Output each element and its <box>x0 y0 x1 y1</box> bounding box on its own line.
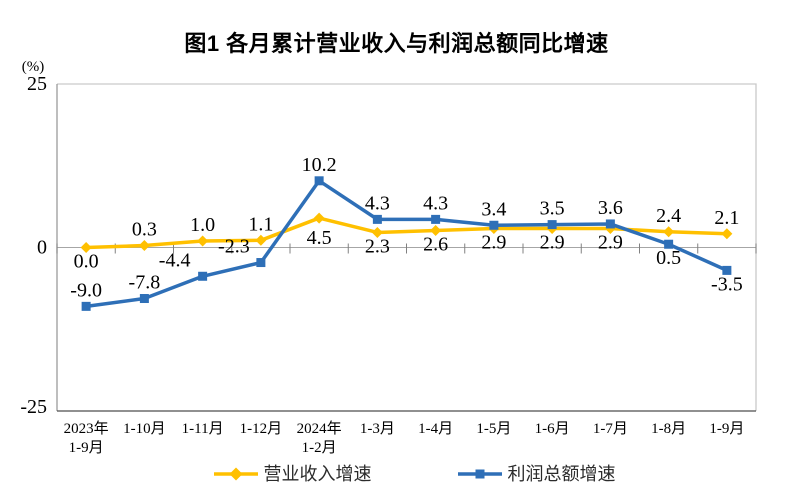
revenue-marker <box>138 240 150 252</box>
plot-border-top-right <box>57 83 757 411</box>
profit-marker <box>139 294 149 304</box>
data-label: 2.9 <box>598 232 623 254</box>
x-category-label: 1-4月 <box>418 421 453 437</box>
x-category-label: 1-2月 <box>302 440 337 456</box>
y-tick-label: 25 <box>27 73 47 95</box>
profit-marker <box>198 271 208 281</box>
data-label: 10.2 <box>302 154 337 176</box>
x-category-label: 1-7月 <box>593 421 628 437</box>
data-label: 2.9 <box>540 232 565 254</box>
data-label: 3.6 <box>598 197 623 219</box>
data-label: 2.4 <box>656 205 681 227</box>
profit-marker <box>489 220 499 230</box>
y-axis-unit-label: (%) <box>21 59 45 75</box>
x-category-label: 1-6月 <box>535 421 570 437</box>
data-label: 2.6 <box>423 233 448 255</box>
revenue-legend-marker-icon <box>213 467 258 481</box>
y-tick-label: 0 <box>37 237 47 259</box>
profit-marker <box>722 265 732 275</box>
data-label: 0.3 <box>132 219 157 241</box>
revenue-marker <box>371 226 383 238</box>
data-label: 2.3 <box>365 235 390 257</box>
data-label: -7.8 <box>129 272 161 294</box>
revenue-marker <box>721 228 733 240</box>
data-label: -2.3 <box>218 236 250 258</box>
revenue-marker <box>663 226 675 238</box>
x-category-label: 1-8月 <box>651 421 686 437</box>
data-label: 1.1 <box>248 213 273 235</box>
data-label: 4.3 <box>423 192 448 214</box>
data-label: 4.5 <box>307 227 332 249</box>
legend-item-revenue: 营业收入增速 <box>213 465 372 483</box>
legend-item-profit: 利润总额增速 <box>457 465 616 483</box>
profit-marker <box>256 258 266 268</box>
x-category-label: 2023年 <box>64 420 109 437</box>
data-label: 3.5 <box>540 198 565 220</box>
x-category-label: 1-9月 <box>69 440 104 456</box>
data-label: 0.0 <box>74 251 99 273</box>
data-label: 1.0 <box>190 214 215 236</box>
data-label: 2.9 <box>481 232 506 254</box>
revenue-legend-label: 营业收入增速 <box>263 464 372 484</box>
x-category-label: 1-12月 <box>240 421 283 437</box>
x-category-label: 1-11月 <box>182 421 224 437</box>
profit-line <box>84 179 729 309</box>
x-category-label: 1-9月 <box>709 421 744 437</box>
revenue-marker <box>313 212 325 224</box>
revenue-marker <box>80 242 92 253</box>
profit-marker <box>605 219 615 229</box>
data-label: -9.0 <box>70 279 102 301</box>
profit-marker <box>372 214 382 224</box>
profit-marker <box>664 239 674 249</box>
data-label: -4.4 <box>159 249 191 271</box>
y-tick-label: -25 <box>20 396 47 418</box>
data-label: 4.3 <box>365 192 390 214</box>
legend: 营业收入增速 利润总额增速 <box>35 465 793 483</box>
data-label: 2.1 <box>714 207 739 229</box>
revenue-marker <box>255 234 267 246</box>
data-label: 0.5 <box>656 247 681 269</box>
chart-title: 图1 各月累计营业收入与利润总额同比增速 <box>184 31 609 56</box>
data-label: 3.4 <box>481 198 506 220</box>
x-category-label: 1-3月 <box>360 421 395 437</box>
revenue-marker <box>430 224 442 236</box>
x-category-label: 1-5月 <box>476 421 511 437</box>
profit-marker <box>431 214 441 224</box>
profit-legend-label: 利润总额增速 <box>507 464 616 484</box>
profit-marker <box>547 220 557 230</box>
revenue-marker <box>197 235 209 247</box>
data-label: -3.5 <box>711 273 743 295</box>
x-category-label: 2024年 <box>297 420 342 437</box>
x-category-label: 1-10月 <box>123 421 166 437</box>
profit-marker <box>81 301 91 311</box>
profit-marker <box>314 176 324 186</box>
profit-legend-marker-icon <box>457 469 502 479</box>
